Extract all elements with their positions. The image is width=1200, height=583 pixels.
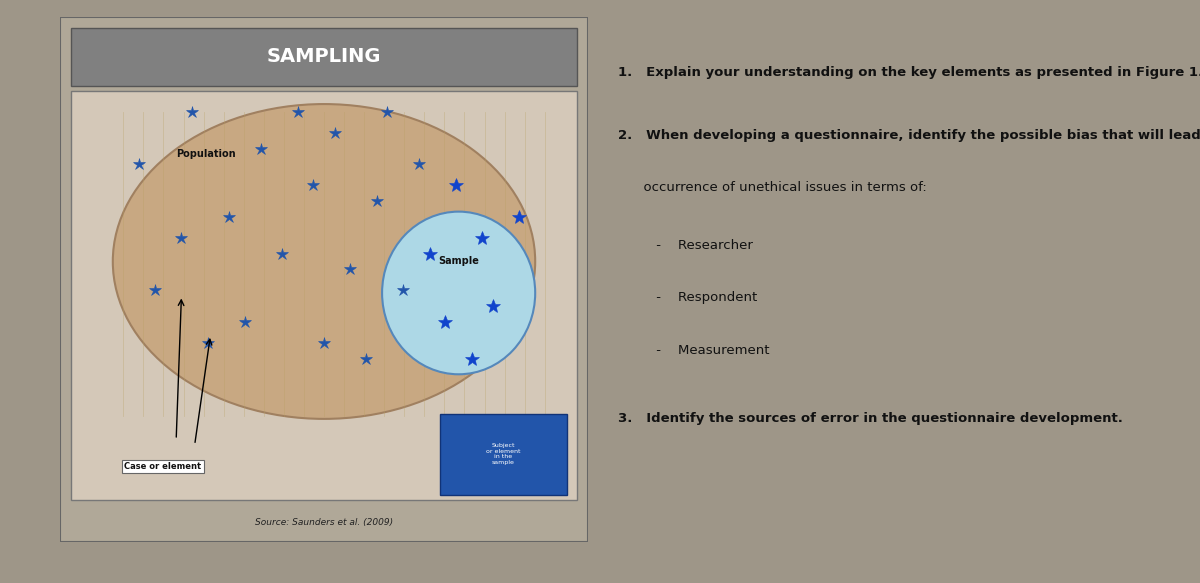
- Text: 1.   Explain your understanding on the key elements as presented in Figure 1.: 1. Explain your understanding on the key…: [618, 66, 1200, 79]
- Ellipse shape: [382, 212, 535, 374]
- Bar: [71, 28, 577, 86]
- Text: SAMPLING: SAMPLING: [266, 47, 382, 66]
- Text: -    Measurement: - Measurement: [618, 344, 769, 357]
- Text: -    Respondent: - Respondent: [618, 292, 757, 304]
- Bar: [440, 414, 566, 495]
- Text: 2.   When developing a questionnaire, identify the possible bias that will lead : 2. When developing a questionnaire, iden…: [618, 129, 1200, 142]
- Text: Case or element: Case or element: [125, 462, 202, 470]
- Text: Source: Saunders et al. (2009): Source: Saunders et al. (2009): [254, 518, 394, 527]
- Text: Sample: Sample: [438, 257, 479, 266]
- Ellipse shape: [113, 104, 535, 419]
- Text: 3.   Identify the sources of error in the questionnaire development.: 3. Identify the sources of error in the …: [618, 412, 1122, 425]
- Text: -    Researcher: - Researcher: [618, 239, 752, 252]
- Text: occurrence of unethical issues in terms of:: occurrence of unethical issues in terms …: [618, 181, 926, 194]
- Bar: [71, 91, 577, 500]
- Text: Population: Population: [176, 149, 235, 159]
- Text: Subject
or element
in the
sample: Subject or element in the sample: [486, 443, 521, 465]
